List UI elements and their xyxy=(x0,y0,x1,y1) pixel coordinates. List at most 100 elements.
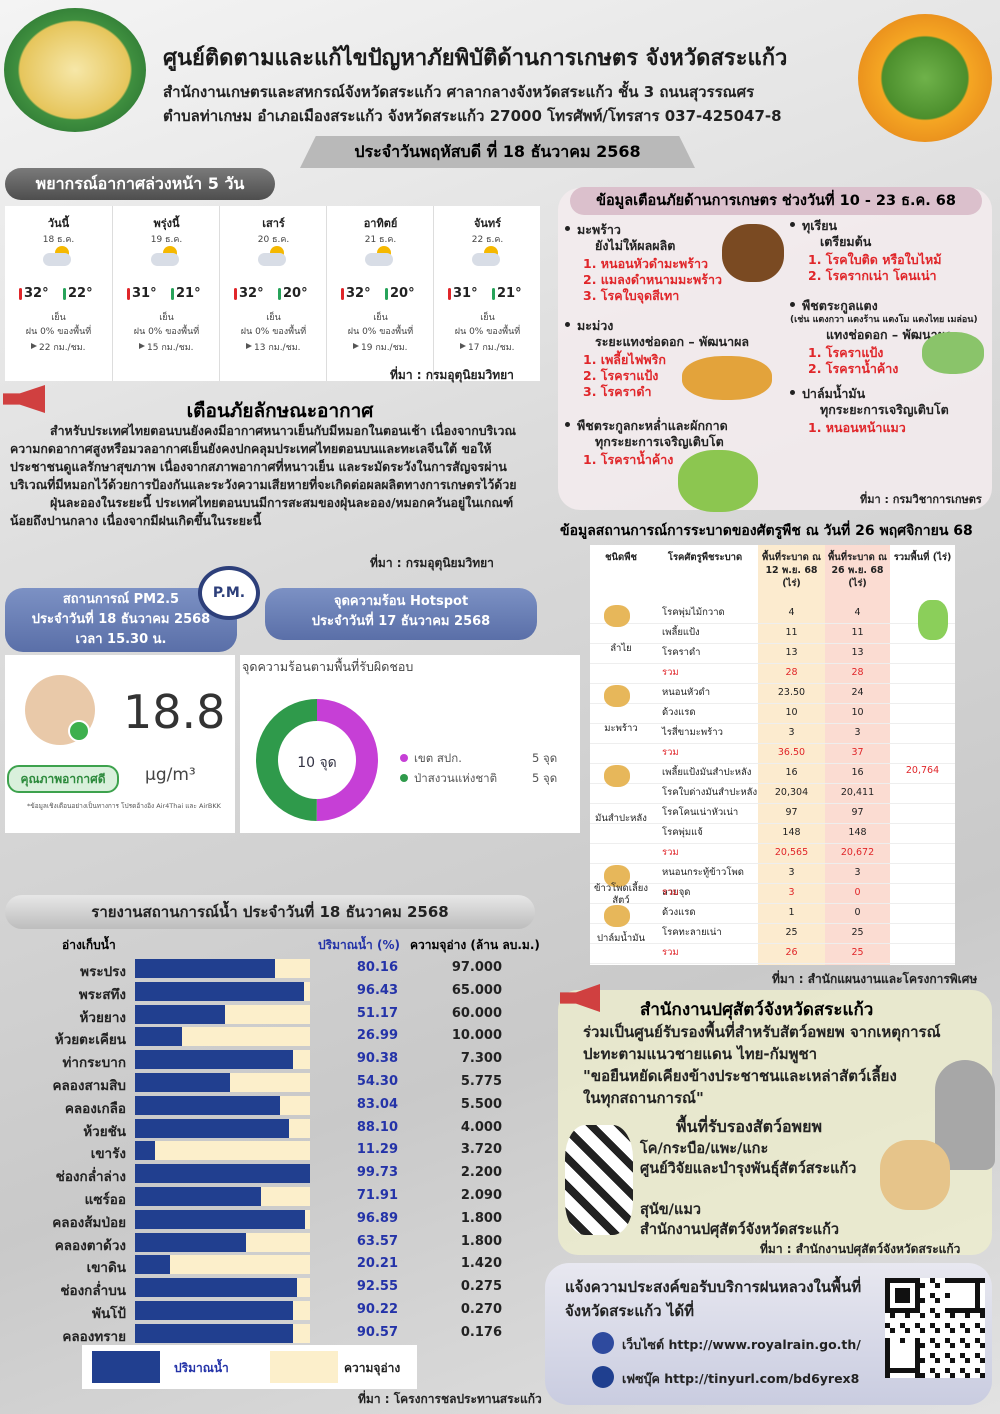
qr-cell xyxy=(895,1298,900,1303)
qr-cell xyxy=(920,1328,925,1333)
pest-table: ชนิดพืช โรคศัตรูพืชระบาด พื้นที่ระบาด ณ 12… xyxy=(590,545,955,965)
td: โรคพุ่มไม้กวาด xyxy=(662,607,725,618)
forecast-day: เสาร์ 20 ธ.ค. 32° 20° เย็น ฝน 0% ของพื้นที่ 13… xyxy=(219,206,327,381)
facebook[interactable]: เฟซบุ๊ค http://tinyurl.com/bd6yrex8 xyxy=(622,1371,860,1386)
percent-label: 90.22 xyxy=(356,1302,398,1317)
col-bg xyxy=(825,545,890,965)
problem: 2. โรคราแป้ง xyxy=(583,368,659,383)
weather-desc: เย็น xyxy=(51,313,66,323)
website[interactable]: เว็บไซต์ http://www.royalrain.go.th/ xyxy=(622,1337,861,1352)
qr-cell xyxy=(885,1308,890,1313)
qr-cell xyxy=(905,1298,910,1303)
row-line xyxy=(590,963,955,964)
td: 0 xyxy=(854,887,861,898)
hotspot-title: จุดความร้อน Hotspot ประจำวันที่ 17 ธันวา… xyxy=(265,588,537,640)
qr-cell xyxy=(885,1368,890,1373)
qr-cell xyxy=(900,1338,905,1343)
wind-arrow xyxy=(31,343,37,349)
forecast-day: พรุ่งนี้ 19 ธ.ค. 31° 21° เย็น ฝน 0% ของพื้นที… xyxy=(112,206,220,381)
qr-cell xyxy=(960,1368,965,1373)
legend-value: 5 จุด xyxy=(532,771,558,785)
reservoir-name: พระสทึง xyxy=(78,986,126,1003)
line: สถานการณ์ PM2.5 xyxy=(62,592,180,607)
row-line xyxy=(590,783,955,784)
td: เพลี้ยแป้ง xyxy=(662,627,700,638)
reservoir-name: ห้วยยาง xyxy=(79,1009,126,1026)
donut xyxy=(256,699,378,821)
day-date: 21 ธ.ค. xyxy=(364,235,397,245)
forecast-day: วันนี้ 18 ธ.ค. 32° 22° เย็น ฝน 0% ของพื้นที่ 2… xyxy=(5,206,112,381)
percent-label: 20.21 xyxy=(356,1256,398,1272)
qr-cell xyxy=(900,1368,905,1373)
legend: ปริมาณน้ำ ความจุอ่าง xyxy=(82,1345,417,1389)
qr-cell xyxy=(915,1358,920,1363)
crop-name: ปาล์มน้ำมัน xyxy=(802,386,866,401)
qr-cell xyxy=(885,1293,890,1298)
water-title: รายงานสถานการณ์น้ำ ประจำวันที่ 18 ธันวาค… xyxy=(5,895,535,929)
qr-cell xyxy=(905,1313,910,1318)
reservoir-name: ท่ากระบาก xyxy=(62,1055,126,1072)
capacity-label: 97.000 xyxy=(451,960,502,975)
source: ที่มา : สำนักแผนงานและโครงการพิเศษ xyxy=(772,972,978,986)
legend-item: ป่าสงวนแห่งชาติ 5 จุด xyxy=(400,770,575,788)
qr-cell xyxy=(890,1308,895,1313)
td: รวม xyxy=(662,847,679,858)
td: รวม xyxy=(662,887,679,898)
crop-icon xyxy=(604,605,630,627)
row-line xyxy=(590,863,955,864)
qr-cell xyxy=(950,1343,955,1348)
qr-cell xyxy=(975,1283,980,1288)
bar xyxy=(135,1095,281,1115)
td: 28 xyxy=(785,667,798,678)
row-line xyxy=(590,903,955,904)
produce-image xyxy=(722,224,784,282)
cloud-icon xyxy=(151,253,179,266)
qr-cell xyxy=(965,1313,970,1318)
bar xyxy=(135,1118,290,1138)
td: 148 xyxy=(848,827,867,838)
crop-stage: ทุกระยะการเจริญเติบโต xyxy=(595,434,724,449)
qr-cell xyxy=(915,1363,920,1368)
problem: 2. แมลงดำหนามมะพร้าว xyxy=(583,272,722,287)
row-line xyxy=(590,943,955,944)
cloud-icon xyxy=(365,253,393,266)
qr-cell xyxy=(935,1358,940,1363)
qr-cell xyxy=(965,1373,970,1378)
td: รวม xyxy=(662,747,679,758)
crop-name: มะม่วง xyxy=(577,318,614,333)
bar xyxy=(135,1004,225,1024)
qr-cell xyxy=(920,1313,925,1318)
weather-desc: เย็น xyxy=(266,313,281,323)
qr-cell xyxy=(945,1353,950,1358)
qr-cell xyxy=(915,1278,920,1283)
qr-cell xyxy=(930,1368,935,1373)
row-line xyxy=(590,643,955,644)
day-date: 18 ธ.ค. xyxy=(42,235,75,245)
rain-chance: ฝน 0% ของพื้นที่ xyxy=(133,327,200,337)
qr-cell xyxy=(895,1278,900,1283)
qr-cell xyxy=(975,1353,980,1358)
day-date: 19 ธ.ค. xyxy=(150,235,183,245)
bar xyxy=(135,959,276,978)
td: 4 xyxy=(788,607,795,618)
capacity-label: 0.275 xyxy=(460,1279,502,1295)
capacity-label: 3.720 xyxy=(460,1142,502,1158)
temp-low: 21° xyxy=(176,286,201,301)
caterpillar-icon xyxy=(918,600,948,640)
cow-image xyxy=(565,1125,633,1235)
bar xyxy=(135,981,304,1001)
source: ที่มา : สำนักงานปศุสัตว์จังหวัดสระแก้ว xyxy=(760,1242,961,1256)
province-logo xyxy=(858,14,992,142)
crop-stage: แทงช่อดอก – พัฒนาผล xyxy=(826,327,953,342)
qr-cell xyxy=(920,1283,925,1288)
day-name: อาทิตย์ xyxy=(363,217,398,230)
paragraph: สำหรับประเทศไทยตอนบนยังคงมีอากาศหนาวเย็น… xyxy=(10,423,517,492)
card-title: จุดความร้อนตามพื้นที่รับผิดชอบ xyxy=(242,659,414,674)
source: ที่มา : โครงการชลประทานสระแก้ว xyxy=(358,1392,542,1406)
bar xyxy=(135,1141,155,1161)
qr-cell xyxy=(960,1308,965,1313)
thermo-low xyxy=(492,288,495,300)
produce-image xyxy=(682,356,772,400)
qr-cell xyxy=(885,1348,890,1353)
